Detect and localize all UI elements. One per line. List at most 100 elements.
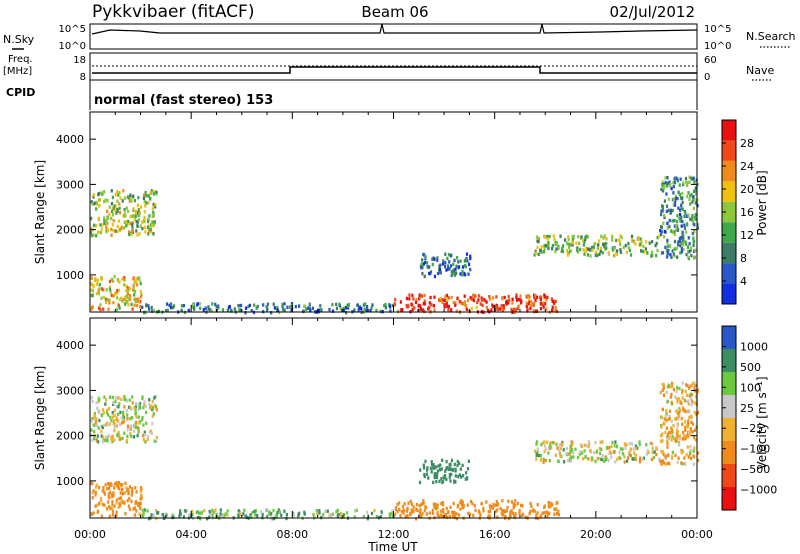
scatter-cell-6 [691, 422, 694, 426]
scatter-cell-3 [415, 502, 419, 507]
scatter-cell-4 [446, 256, 449, 261]
scatter-cell-6 [675, 386, 679, 390]
scatter-cell-0 [94, 421, 98, 425]
scatter-cell-1 [137, 299, 140, 304]
scatter-cell-0 [134, 420, 138, 425]
scatter-cell-1 [102, 288, 105, 292]
power-colorbar-tick-label: 28 [740, 137, 754, 150]
scatter-cell-0 [92, 193, 96, 197]
scatter-cell-6 [681, 219, 684, 224]
scatter-cell-6 [683, 462, 686, 466]
scatter-cell-6 [660, 449, 663, 454]
scatter-cell-2 [215, 305, 218, 309]
scatter-cell-1 [139, 295, 143, 299]
scatter-cell-1 [117, 486, 120, 491]
scatter-cell-0 [151, 399, 154, 404]
scatter-cell-0 [95, 234, 98, 238]
scatter-cell-4 [460, 475, 463, 479]
scatter-cell-5 [578, 241, 581, 245]
scatter-cell-0 [121, 436, 124, 441]
scatter-cell-3 [451, 510, 454, 514]
scatter-cell-3 [447, 296, 450, 300]
scatter-cell-3 [417, 304, 420, 308]
scatter-cell-2 [147, 516, 151, 521]
scatter-cell-2 [272, 516, 276, 521]
scatter-cell-6 [668, 244, 672, 249]
scatter-cell-2 [156, 511, 159, 515]
scatter-cell-0 [117, 396, 120, 400]
scatter-cell-5 [589, 449, 592, 453]
scatter-cell-3 [439, 296, 442, 301]
scatter-cell-6 [667, 453, 670, 457]
scatter-cell-6 [680, 241, 683, 245]
scatter-cell-2 [380, 510, 383, 514]
scatter-cell-1 [116, 296, 119, 300]
power-colorbar-tick-label: 20 [740, 183, 754, 196]
scatter-cell-5 [577, 235, 580, 239]
scatter-cell-4 [423, 274, 426, 279]
scatter-cell-2 [254, 509, 257, 513]
scatter-cell-4 [421, 258, 424, 262]
scatter-cell-1 [113, 292, 117, 297]
scatter-cell-3 [507, 294, 510, 299]
scatter-cell-0 [151, 206, 154, 211]
scatter-cell-2 [165, 302, 169, 306]
scatter-cell-5 [548, 234, 551, 239]
scatter-cell-2 [324, 509, 327, 514]
scatter-cell-0 [135, 415, 138, 419]
scatter-cell-3 [427, 307, 430, 311]
scatter-cell-0 [103, 423, 106, 428]
scatter-cell-0 [134, 214, 137, 218]
scatter-cell-3 [417, 308, 420, 313]
scatter-cell-0 [90, 428, 93, 432]
power-colorbar-swatch [722, 160, 736, 182]
scatter-cell-3 [412, 297, 415, 301]
scatter-cell-3 [521, 513, 524, 518]
scatter-cell-3 [432, 502, 435, 506]
noise-tick-right-top: 10^5 [704, 24, 731, 35]
scatter-cell-5 [594, 250, 597, 255]
scatter-cell-6 [689, 448, 692, 453]
scatter-cell-6 [671, 384, 674, 388]
scatter-cell-3 [452, 514, 455, 518]
scatter-cell-6 [666, 435, 669, 439]
scatter-cell-4 [441, 480, 444, 485]
scatter-cell-6 [690, 246, 693, 250]
scatter-cell-0 [142, 434, 145, 438]
scatter-cell-6 [673, 197, 676, 202]
scatter-cell-6 [661, 459, 664, 463]
scatter-cell-3 [511, 309, 514, 313]
scatter-cell-6 [669, 385, 672, 389]
scatter-cell-0 [141, 226, 144, 231]
scatter-cell-3 [405, 509, 409, 513]
scatter-cell-3 [485, 305, 488, 310]
scatter-cell-6 [683, 214, 686, 219]
scatter-cell-5 [569, 459, 573, 463]
scatter-cell-0 [92, 223, 96, 228]
scatter-cell-6 [682, 247, 685, 252]
scatter-cell-1 [114, 482, 117, 486]
scatter-cell-0 [100, 429, 103, 433]
scatter-cell-2 [340, 512, 343, 516]
scatter-cell-2 [346, 511, 349, 515]
scatter-cell-4 [456, 459, 459, 464]
scatter-cell-6 [692, 462, 696, 467]
scatter-cell-4 [439, 263, 442, 267]
scatter-cell-0 [111, 415, 114, 419]
scatter-cell-0 [131, 416, 134, 420]
power-colorbar-label: Power [dB] [755, 170, 769, 235]
scatter-cell-1 [140, 488, 143, 492]
scatter-cell-3 [514, 512, 517, 516]
scatter-cell-4 [421, 271, 424, 276]
scatter-cell-0 [98, 198, 101, 202]
scatter-cell-1 [133, 513, 136, 517]
scatter-cell-6 [696, 222, 699, 227]
scatter-cell-0 [144, 433, 147, 437]
scatter-cell-3 [472, 513, 475, 518]
scatter-cell-1 [96, 510, 99, 514]
scatter-cell-5 [562, 244, 565, 248]
scatter-cell-4 [445, 459, 448, 464]
scatter-cell-1 [108, 507, 112, 511]
scatter-cell-2 [353, 515, 356, 519]
